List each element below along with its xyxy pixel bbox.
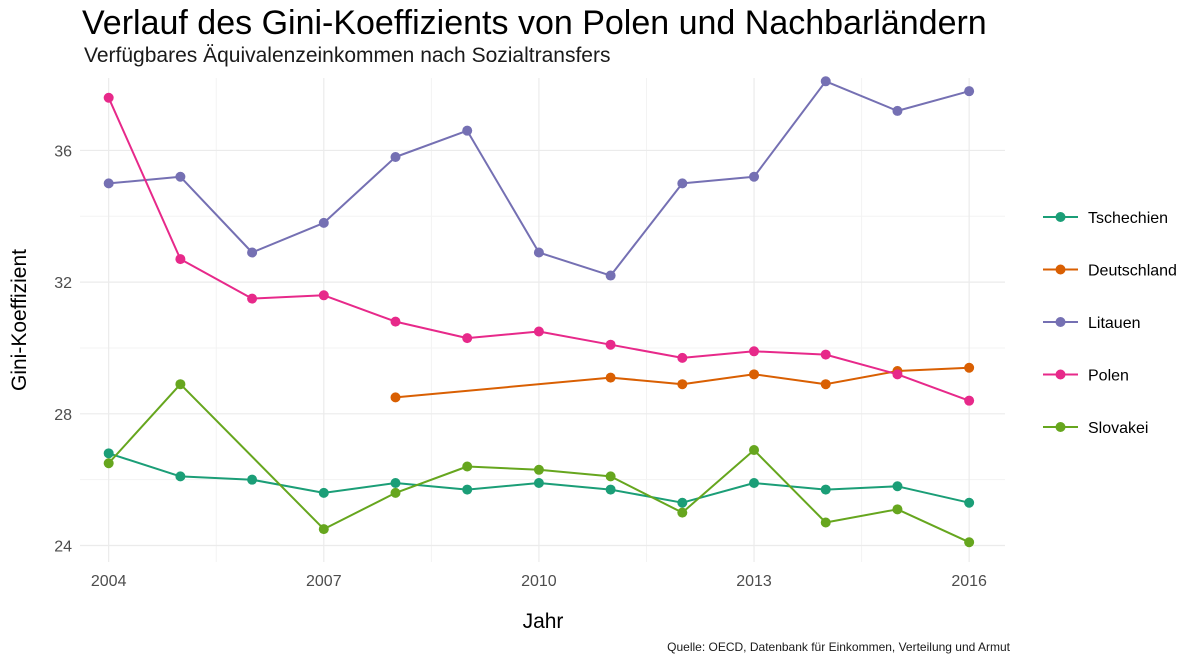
series-line-slovakei (107, 383, 970, 544)
axis-ticks: 2004 2007 2010 2013 2016 24 28 32 36 (54, 143, 987, 590)
data-point-slovakei (892, 504, 903, 515)
data-point-litauen (533, 247, 544, 258)
x-tick-label: 2004 (91, 573, 127, 590)
data-point-litauen (103, 178, 114, 189)
data-point-polen (677, 352, 688, 363)
data-point-deutschland (677, 379, 688, 390)
data-point-slovakei (820, 517, 831, 528)
legend-key-point-litauen (1055, 317, 1066, 327)
data-point-slovakei (964, 537, 975, 548)
data-point-tschechien (749, 477, 760, 488)
data-point-slovakei (462, 461, 473, 472)
x-axis-title: Jahr (523, 610, 564, 633)
data-point-slovakei (175, 379, 186, 390)
data-point-deutschland (749, 369, 760, 380)
legend-key-point-deutschland (1055, 264, 1066, 275)
data-point-polen (247, 293, 258, 304)
data-point-deutschland (820, 379, 831, 390)
data-point-tschechien (247, 474, 258, 485)
data-point-polen (533, 326, 544, 337)
data-point-polen (820, 349, 831, 360)
grid-lines (80, 78, 1005, 562)
data-point-litauen (605, 270, 616, 281)
data-point-litauen (247, 247, 258, 258)
data-point-slovakei (605, 471, 616, 482)
data-point-polen (892, 369, 903, 380)
data-point-tschechien (103, 448, 114, 459)
data-point-litauen (964, 86, 975, 97)
y-axis-title: Gini-Koeffizient (8, 249, 31, 391)
legend-label-slovakei: Slovakei (1088, 420, 1148, 437)
data-point-tschechien (390, 477, 401, 488)
data-point-tschechien (892, 481, 903, 492)
series-points (103, 76, 975, 548)
data-point-polen (103, 92, 114, 103)
legend-label-tschechien: Tschechien (1088, 210, 1168, 227)
data-point-deutschland (964, 362, 975, 373)
x-tick-label: 2013 (736, 573, 772, 590)
data-point-polen (318, 290, 329, 301)
legend-label-litauen: Litauen (1088, 315, 1141, 332)
legend-key-point-slovakei (1055, 422, 1066, 432)
legend-label-polen: Polen (1088, 368, 1129, 385)
chart-caption: Quelle: OECD, Datenbank für Einkommen, V… (667, 640, 1010, 654)
legend: Tschechien Deutschland Litauen Polen Slovake… (1043, 210, 1177, 437)
data-point-polen (964, 395, 975, 406)
data-point-slovakei (677, 507, 688, 518)
x-tick-label: 2007 (306, 573, 342, 590)
data-point-deutschland (605, 372, 616, 383)
data-point-slovakei (390, 487, 401, 498)
legend-key-point-polen (1055, 369, 1066, 380)
data-point-slovakei (318, 524, 329, 535)
data-point-litauen (318, 217, 329, 228)
data-point-litauen (462, 125, 473, 136)
x-tick-label: 2010 (521, 573, 557, 590)
y-tick-label: 24 (54, 539, 72, 556)
data-point-tschechien (533, 477, 544, 488)
chart-subtitle: Verfügbares Äquivalenzeinkommen nach Soz… (84, 44, 611, 67)
data-point-tschechien (462, 484, 473, 495)
data-point-slovakei (103, 458, 114, 469)
data-point-litauen (892, 105, 903, 116)
data-point-tschechien (964, 497, 975, 508)
y-tick-label: 32 (54, 275, 72, 292)
data-point-slovakei (749, 445, 760, 456)
chart-title: Verlauf des Gini-Koeffizients von Polen … (82, 4, 987, 42)
data-point-polen (749, 346, 760, 357)
data-point-litauen (390, 152, 401, 163)
data-point-polen (175, 254, 186, 265)
x-tick-label: 2016 (951, 573, 987, 590)
data-point-litauen (820, 76, 831, 87)
data-point-litauen (175, 171, 186, 182)
data-point-deutschland (390, 392, 401, 403)
legend-label-deutschland: Deutschland (1088, 263, 1177, 280)
data-point-polen (605, 339, 616, 350)
data-point-polen (462, 333, 473, 344)
data-point-slovakei (533, 464, 544, 475)
data-point-tschechien (605, 484, 616, 495)
y-tick-label: 36 (54, 143, 72, 160)
data-point-polen (390, 316, 401, 327)
legend-key-point-tschechien (1055, 212, 1066, 222)
data-point-litauen (749, 171, 760, 182)
data-point-tschechien (318, 487, 329, 498)
data-point-tschechien (820, 484, 831, 495)
data-point-tschechien (677, 497, 688, 508)
y-tick-label: 28 (54, 407, 72, 424)
data-point-litauen (677, 178, 688, 189)
data-point-tschechien (175, 471, 186, 482)
